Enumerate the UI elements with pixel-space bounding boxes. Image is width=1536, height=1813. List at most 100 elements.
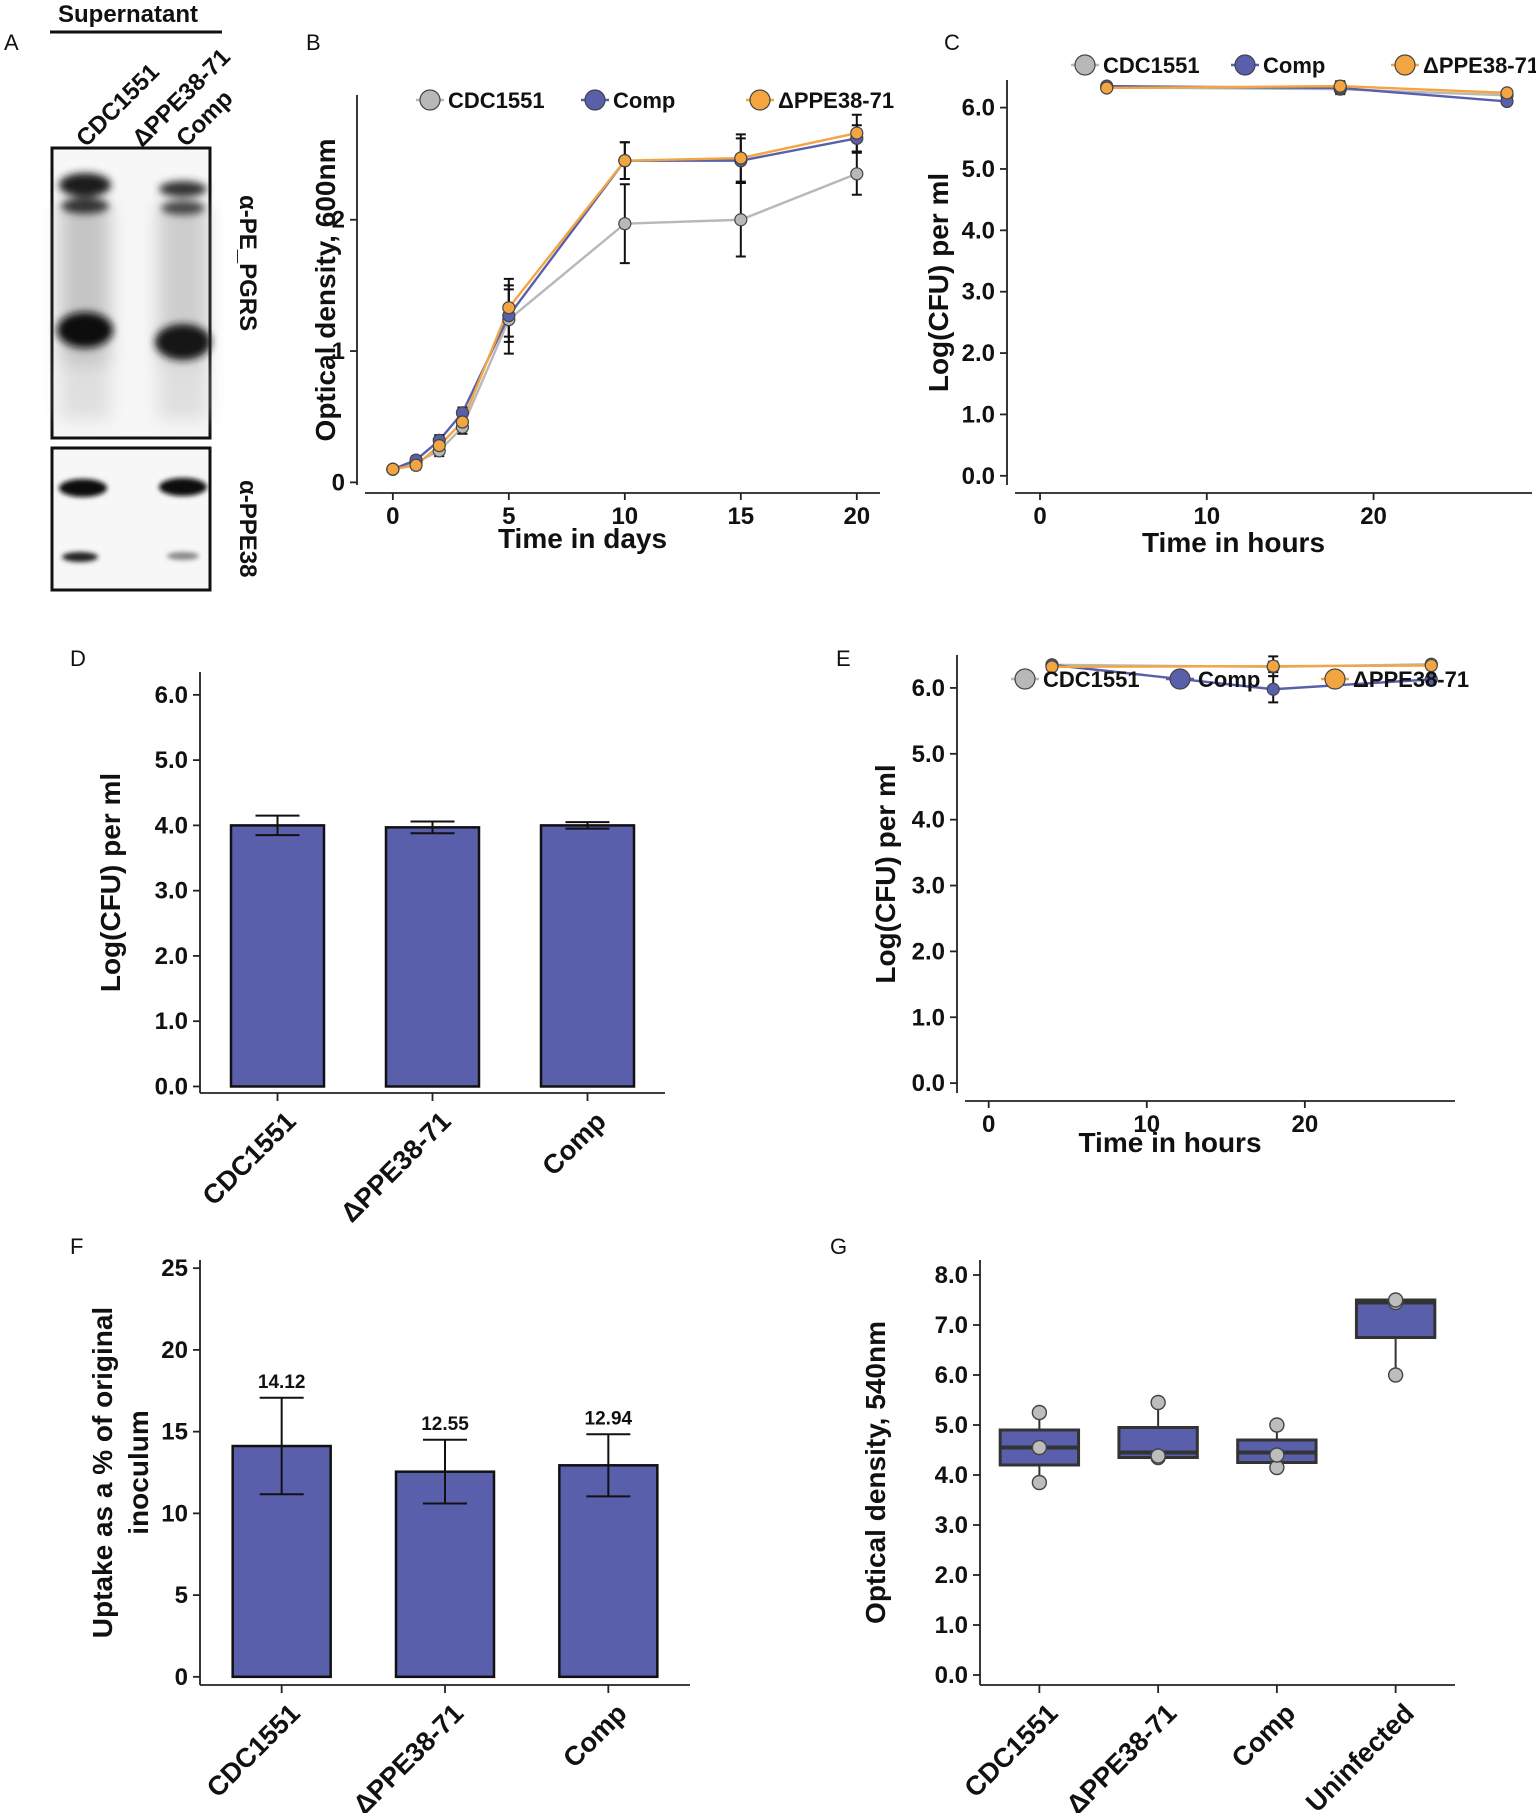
y-tick-label-g-4: 4.0 bbox=[935, 1462, 968, 1489]
x-tick-label-g-ppe38-71: ΔPPE38-71 bbox=[1060, 1698, 1182, 1813]
legend-marker-e-cdc1551 bbox=[1014, 668, 1036, 690]
legend-marker-c-comp bbox=[1234, 54, 1256, 76]
y-axis-title-b: Optical density, 600nm bbox=[310, 139, 341, 442]
y-axis-title-g: Optical density, 540nm bbox=[860, 1321, 891, 1624]
y-tick-label-e-0: 0.0 bbox=[912, 1070, 945, 1097]
y-tick-label-f-3: 15 bbox=[161, 1419, 188, 1446]
error-bar-f-ppe38-71 bbox=[423, 1438, 467, 1505]
y-tick-label-f-1: 5 bbox=[175, 1582, 188, 1609]
y-tick-label-g-1: 1.0 bbox=[935, 1612, 968, 1639]
data-point-b-ppe38-71-6 bbox=[734, 151, 748, 165]
data-point-b-ppe38-71-1 bbox=[409, 458, 423, 472]
panel-letter-e: E bbox=[836, 646, 851, 671]
legend-label-c-comp: Comp bbox=[1263, 53, 1325, 78]
data-point-g-comp-1 bbox=[1269, 1447, 1285, 1463]
y-tick-label-d-4: 4.0 bbox=[155, 812, 188, 839]
y-tick-label-g-0: 0.0 bbox=[935, 1662, 968, 1689]
panel-e-cfu-time: E 0.0 1.0 2.0 3.0 4.0 5.0 6.0 Log(CFU) per ml 0 1… bbox=[836, 646, 1469, 1158]
legend-label-e-ppe38-71: ΔPPE38-71 bbox=[1353, 667, 1469, 692]
data-point-b-cdc1551-7 bbox=[850, 167, 864, 181]
x-axis-title-e: Time in hours bbox=[1078, 1127, 1261, 1158]
antibody-label-ppe38: α-PPE38 bbox=[234, 480, 261, 577]
y-tick-label-f-2: 10 bbox=[161, 1500, 188, 1527]
y-tick-label-f-5: 25 bbox=[161, 1255, 188, 1282]
y-axis-title-e: Log(CFU) per ml bbox=[870, 764, 901, 983]
data-point-g-uninfected-2 bbox=[1387, 1292, 1404, 1308]
legend-label-c-ppe38-71: ΔPPE38-71 bbox=[1423, 53, 1536, 78]
x-tick-label-b-3: 15 bbox=[727, 503, 754, 530]
y-axis-title-c: Log(CFU) per ml bbox=[923, 173, 954, 392]
data-point-g-cdc1551-0 bbox=[1031, 1474, 1048, 1491]
panel-letter-d: D bbox=[70, 646, 86, 671]
y-tick-label-f-0: 0 bbox=[175, 1664, 188, 1691]
panel-c-cfu-time: C 0.0 1.0 2.0 3.0 4.0 5.0 6.0 Log(CFU) per ml 0 1… bbox=[923, 30, 1536, 558]
blot-frame-bottom bbox=[50, 446, 212, 592]
bar-d-comp bbox=[539, 824, 636, 1088]
y-axis-title-f: Uptake as a % of original bbox=[87, 1307, 118, 1638]
blot-ppe38: α-PPE38 bbox=[50, 446, 261, 592]
blot-header-supernatant: Supernatant bbox=[58, 1, 198, 28]
data-point-e-comp-1 bbox=[1266, 682, 1280, 696]
y-tick-label-c-4: 4.0 bbox=[962, 217, 995, 244]
panel-f-uptake-bar: F 0 5 10 15 20 25 Uptake as a % of original ino… bbox=[70, 1234, 690, 1813]
x-tick-label-d-cdc1551: CDC1551 bbox=[197, 1106, 302, 1211]
error-bar-d-cdc1551 bbox=[255, 814, 300, 837]
data-point-g-comp-2 bbox=[1269, 1417, 1285, 1433]
legend-marker-e-ppe38-71 bbox=[1324, 668, 1346, 690]
y-tick-label-c-5: 5.0 bbox=[962, 156, 995, 183]
y-tick-label-b-1: 1 bbox=[332, 338, 345, 365]
error-bar-f-comp bbox=[586, 1433, 631, 1498]
y-tick-label-e-1: 1.0 bbox=[912, 1004, 945, 1031]
x-tick-label-f-ppe38-71: ΔPPE38-71 bbox=[347, 1698, 469, 1813]
y-tick-label-d-3: 3.0 bbox=[155, 878, 188, 905]
y-axis-title-d: Log(CFU) per ml bbox=[95, 773, 126, 992]
x-tick-label-g-comp: Comp bbox=[1226, 1698, 1301, 1773]
data-point-b-cdc1551-5 bbox=[618, 217, 632, 231]
x-tick-label-e-2: 20 bbox=[1291, 1111, 1318, 1138]
data-point-b-ppe38-71-2 bbox=[432, 439, 446, 453]
x-tick-label-g-cdc1551: CDC1551 bbox=[959, 1698, 1064, 1803]
y-tick-label-b-0: 0 bbox=[332, 469, 345, 496]
panel-letter-c: C bbox=[944, 30, 960, 55]
y-tick-label-c-0: 0.0 bbox=[962, 463, 995, 490]
legend-marker-e-comp bbox=[1169, 668, 1191, 690]
legend-marker-b-cdc1551 bbox=[419, 89, 441, 111]
bar-d-cdc1551 bbox=[229, 824, 326, 1088]
legend-label-e-comp: Comp bbox=[1198, 667, 1260, 692]
data-point-g-ppe38-71-1 bbox=[1150, 1448, 1166, 1464]
x-tick-label-b-1: 5 bbox=[502, 503, 515, 530]
y-tick-label-d-2: 2.0 bbox=[155, 943, 188, 970]
legend-label-e-cdc1551: CDC1551 bbox=[1043, 667, 1140, 692]
y-tick-label-b-2: 2 bbox=[332, 207, 345, 234]
data-point-b-ppe38-71-4 bbox=[502, 301, 516, 315]
error-bar-d-comp bbox=[565, 821, 610, 830]
blot-bands-top bbox=[57, 173, 211, 360]
panel-d-cfu-bar: D 0.0 1.0 2.0 3.0 4.0 5.0 6.0 Log(CFU) per ml CD… bbox=[70, 646, 665, 1228]
error-bar-f-cdc1551 bbox=[259, 1396, 304, 1496]
data-point-e-ppe38-71-0 bbox=[1045, 660, 1059, 674]
y-tick-label-e-3: 3.0 bbox=[912, 873, 945, 900]
panel-letter-g: G bbox=[830, 1234, 847, 1259]
y-tick-label-f-4: 20 bbox=[161, 1337, 188, 1364]
x-tick-label-f-cdc1551: CDC1551 bbox=[201, 1698, 306, 1803]
bar-d-ppe38-71 bbox=[384, 826, 481, 1088]
bar-value-label-f-cdc1551: 14.12 bbox=[258, 1372, 306, 1393]
legend-marker-b-comp bbox=[584, 89, 606, 111]
y-tick-label-e-2: 2.0 bbox=[912, 938, 945, 965]
data-point-b-ppe38-71-7 bbox=[850, 126, 864, 140]
legend-label-b-cdc1551: CDC1551 bbox=[448, 88, 545, 113]
data-point-e-ppe38-71-1 bbox=[1266, 659, 1280, 673]
x-tick-label-c-0: 0 bbox=[1033, 503, 1046, 530]
x-tick-label-c-1: 10 bbox=[1193, 503, 1220, 530]
data-point-c-ppe38-71-2 bbox=[1500, 86, 1514, 100]
y-tick-label-g-7: 7.0 bbox=[935, 1312, 968, 1339]
panel-letter-f: F bbox=[70, 1234, 83, 1259]
panel-a: A Supernatant CDC1551 ΔPPE38-71 Comp bbox=[4, 1, 261, 592]
data-point-b-ppe38-71-5 bbox=[618, 154, 632, 168]
error-bar-d-ppe38-71 bbox=[410, 820, 455, 835]
x-tick-label-b-2: 10 bbox=[611, 503, 638, 530]
x-tick-label-d-ppe38-71: ΔPPE38-71 bbox=[335, 1106, 457, 1228]
y-tick-label-d-1: 1.0 bbox=[155, 1008, 188, 1035]
y-tick-label-c-1: 1.0 bbox=[962, 401, 995, 428]
